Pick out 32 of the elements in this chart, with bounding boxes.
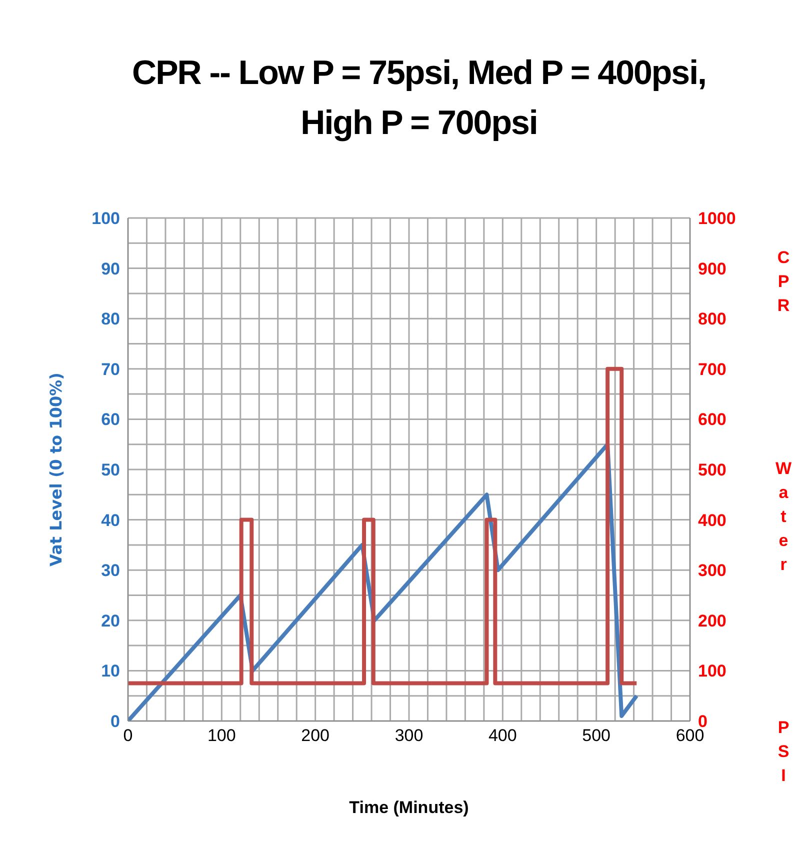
y-tick-label: 90: [101, 259, 120, 278]
y-tick-label: 80: [101, 310, 120, 329]
y-tick-label: 50: [101, 460, 120, 480]
y2-tick-label: 500: [698, 460, 726, 480]
x-tick-label: 100: [207, 726, 236, 746]
y-tick-label: 100: [92, 209, 120, 228]
y2-tick-label: 200: [698, 611, 726, 630]
y2-tick-label: 700: [698, 360, 726, 379]
x-tick-label: 300: [394, 726, 424, 746]
y2-tick-label: 300: [698, 561, 726, 580]
y2-tick-label: 800: [698, 310, 726, 329]
y-tick-label: 20: [101, 611, 120, 630]
y2-tick-label: 900: [698, 259, 726, 278]
y2-tick-label: 600: [698, 410, 726, 430]
x-tick-label: 200: [301, 726, 330, 746]
y-tick-label: 30: [101, 561, 120, 580]
y2-axis-title: CPR Water PSI: [773, 248, 794, 790]
y-tick-label: 0: [110, 712, 120, 732]
chart-title: CPR -- Low P = 75psi, Med P = 400psi, High P = 700psi: [131, 53, 707, 144]
x-tick-label: 600: [676, 726, 704, 746]
x-tick-label: 0: [123, 726, 133, 746]
y-tick-label: 60: [101, 410, 120, 430]
y-tick-label: 40: [101, 510, 120, 530]
y-axis-title: Vat Level (0 to 100%): [46, 372, 66, 566]
x-tick-label: 500: [582, 726, 611, 746]
y-tick-label: 70: [101, 360, 120, 379]
y2-tick-label: 400: [698, 510, 726, 530]
x-tick-label: 400: [488, 726, 517, 746]
x-axis-title: Time (Minutes): [349, 798, 469, 817]
y-tick-label: 10: [101, 662, 120, 681]
y2-tick-label: 100: [698, 662, 726, 681]
y2-tick-label: 1000: [698, 209, 736, 228]
